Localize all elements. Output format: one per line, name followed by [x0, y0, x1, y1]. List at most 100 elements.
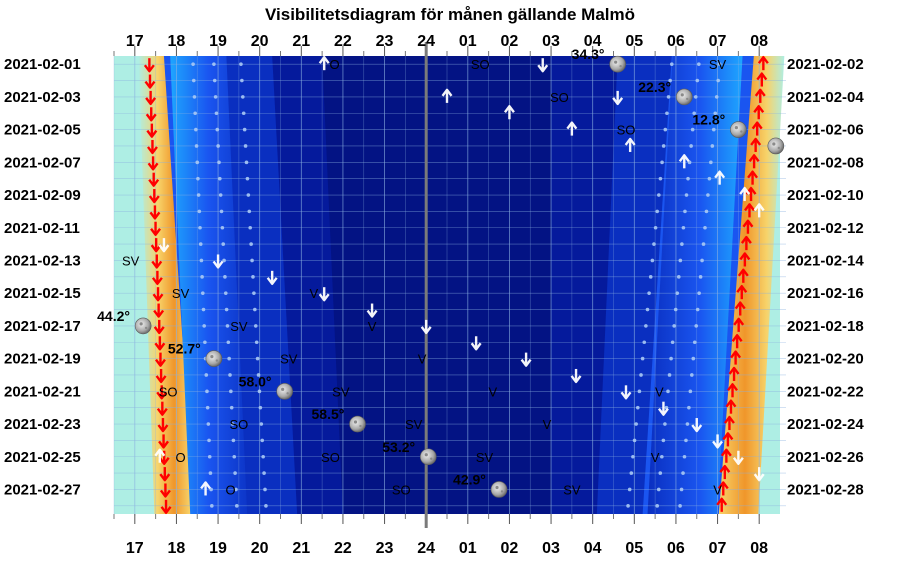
arrow-head	[720, 448, 732, 457]
moonset-arrow	[537, 58, 549, 73]
moon-crater	[500, 490, 504, 493]
twilight-dot	[194, 127, 198, 132]
moon-crater	[495, 485, 499, 490]
arrow-head	[566, 121, 578, 130]
moonset-arrow	[570, 368, 582, 384]
hour-label-top: 17	[126, 33, 144, 50]
culmination-altitude: 53.2°	[382, 439, 415, 455]
sunrise-arrow	[742, 219, 754, 234]
direction-label: SO	[550, 90, 569, 105]
arrow-head	[318, 293, 330, 302]
arrow-head	[731, 334, 743, 342]
direction-labels: O SO SV SO SO SV SV V SV V SV V SO SV V V SO SV V O SO SV V O SO…	[122, 57, 727, 497]
twilight-dot	[192, 95, 197, 99]
sunset-arrow	[149, 205, 161, 220]
twilight-dot	[241, 111, 246, 116]
direction-label: O	[225, 482, 235, 497]
sunrise-arrow	[733, 317, 745, 332]
hour-label-top: 21	[292, 33, 310, 50]
twilight-dot	[668, 78, 672, 83]
twilight-dot	[257, 389, 262, 394]
twilight-dot	[658, 471, 663, 475]
culmination-marker: 22.3°	[638, 79, 693, 106]
sunset-arrow	[155, 368, 167, 384]
arrow-head	[678, 154, 690, 163]
arrow-head	[366, 309, 378, 318]
arrow-head	[742, 219, 754, 228]
moon-crater	[430, 457, 433, 460]
twilight-dot	[673, 307, 678, 312]
direction-label: SV	[280, 352, 298, 367]
culmination-altitude: 12.8°	[692, 112, 725, 128]
sunset-arrow	[145, 107, 157, 122]
twilight-dot	[217, 160, 221, 165]
moon-disc	[675, 88, 693, 106]
twilight-dot	[629, 471, 634, 475]
moon-disc	[490, 481, 508, 498]
twilight-dot	[667, 373, 672, 377]
arrow-head	[151, 277, 163, 286]
twilight-dot	[210, 504, 214, 508]
sunrise-arrow	[756, 72, 768, 87]
arrow-head	[732, 457, 744, 465]
axis-labels: 17 17 18 18 19 19 20 20 21 21 22 22 23 23 24 24 01 01 02 02…	[4, 33, 864, 557]
twilight-dot	[249, 242, 253, 246]
date-label-left: 2021-02-01	[4, 56, 81, 73]
hour-label-top: 05	[625, 33, 643, 50]
culmination-marker: 53.2°	[382, 439, 437, 466]
moonrise-arrow	[318, 55, 330, 71]
direction-label: SV	[332, 384, 350, 399]
twilight-dot	[212, 78, 217, 83]
twilight-dot	[693, 95, 698, 99]
arrow-head	[756, 72, 768, 81]
twilight-dot	[681, 471, 685, 475]
hour-label-bottom: 08	[750, 540, 768, 557]
direction-label: O	[176, 450, 186, 465]
twilight-dot	[660, 160, 664, 165]
twilight-dot	[658, 176, 663, 181]
twilight-dot	[626, 504, 630, 508]
twilight-dot	[224, 307, 229, 312]
hour-label-top: 01	[459, 33, 477, 50]
moonset-arrow	[158, 238, 170, 253]
arrow-head	[470, 342, 482, 351]
arrow-head	[151, 260, 163, 269]
arrow-head	[737, 268, 749, 277]
sunset-arrow	[153, 303, 165, 318]
arrow-head	[753, 473, 765, 482]
twilight-dot	[197, 209, 202, 214]
sunset-arrow	[155, 352, 166, 367]
twilight-dot	[254, 340, 259, 345]
twilight-dot	[634, 422, 638, 426]
twilight-dot	[213, 95, 218, 99]
twilight-dot	[195, 160, 200, 165]
twilight-dot	[198, 242, 203, 246]
moon-crater	[772, 142, 776, 146]
hour-label-top: 08	[750, 33, 768, 50]
moonrise-arrow	[624, 137, 636, 152]
hour-label-top: 19	[209, 33, 227, 50]
sunrise-arrow	[719, 464, 731, 480]
twilight-dot	[202, 324, 206, 328]
twilight-dot	[678, 258, 683, 263]
sunrise-arrow	[720, 448, 732, 463]
twilight-dot	[660, 454, 664, 459]
twilight-dot	[223, 275, 227, 279]
arrow-head	[736, 284, 748, 293]
arrow-head	[744, 203, 755, 212]
arrow-head	[148, 195, 160, 204]
sunrise-arrow	[754, 88, 766, 103]
date-label-right: 2021-02-14	[787, 252, 864, 269]
twilight-dot	[247, 209, 252, 214]
arrow-head	[727, 383, 738, 392]
sunset-arrow	[154, 336, 166, 351]
direction-label: V	[651, 450, 660, 465]
arrow-head	[158, 457, 170, 465]
twilight-dot	[663, 422, 667, 426]
moon-crater	[740, 130, 743, 133]
twilight-dot	[191, 78, 196, 83]
sunset-arrow	[148, 172, 160, 187]
moon-crater	[619, 64, 622, 68]
twilight-dot	[256, 373, 261, 377]
twilight-dot	[687, 405, 691, 410]
